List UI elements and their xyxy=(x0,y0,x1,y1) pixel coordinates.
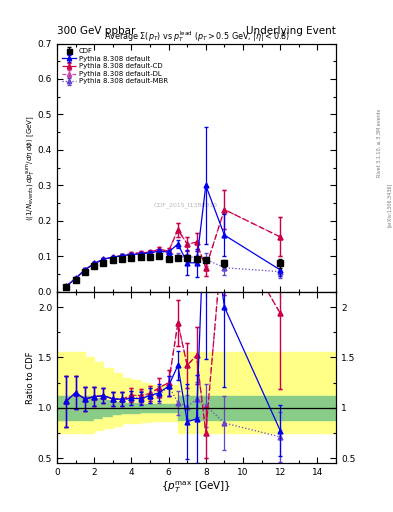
Text: CDF_2015_I1388919: CDF_2015_I1388919 xyxy=(153,202,217,208)
Y-axis label: Ratio to CDF: Ratio to CDF xyxy=(26,351,35,404)
X-axis label: $\{p_T^{\rm max}$ [GeV]$\}$: $\{p_T^{\rm max}$ [GeV]$\}$ xyxy=(162,480,231,496)
Y-axis label: $\langle(1/N_{\rm events})\,dp_T^{\rm sum}/d\eta\,d\phi\rangle$ [GeV]: $\langle(1/N_{\rm events})\,dp_T^{\rm su… xyxy=(24,115,37,221)
Text: 300 GeV ppbar: 300 GeV ppbar xyxy=(57,26,135,36)
Text: [arXiv:1306.3436]: [arXiv:1306.3436] xyxy=(387,183,391,227)
Text: Underlying Event: Underlying Event xyxy=(246,26,336,36)
Title: Average $\Sigma(p_T)$ vs $p_T^{\rm lead}$ ($p_T > 0.5$ GeV, $|\eta| < 0.8$): Average $\Sigma(p_T)$ vs $p_T^{\rm lead}… xyxy=(103,29,290,44)
Text: Rivet 3.1.10, ≥ 3.3M events: Rivet 3.1.10, ≥ 3.3M events xyxy=(377,109,382,178)
Legend: CDF, Pythia 8.308 default, Pythia 8.308 default-CD, Pythia 8.308 default-DL, Pyt: CDF, Pythia 8.308 default, Pythia 8.308 … xyxy=(59,46,171,87)
